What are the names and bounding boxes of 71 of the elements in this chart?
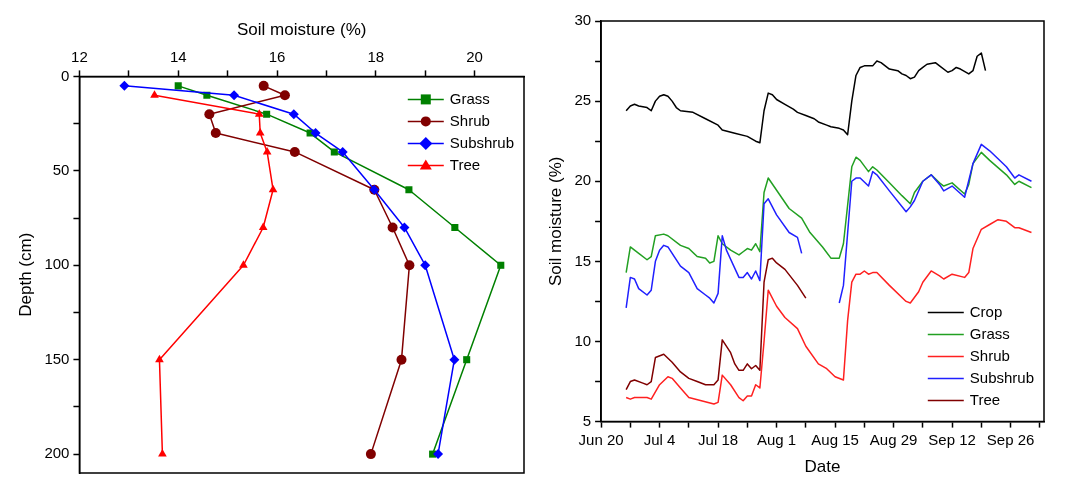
point: [210, 128, 221, 139]
legend-label: Shrub: [969, 346, 1010, 364]
point: [258, 80, 269, 91]
x-tick-label: Aug 1: [756, 430, 797, 448]
x-tick-label: 14: [169, 47, 187, 65]
y-tick-label: 150: [44, 349, 70, 367]
point: [337, 146, 348, 157]
point: [405, 186, 413, 194]
legend-label: Grass: [449, 89, 490, 107]
legend-label: Subshrub: [969, 368, 1035, 386]
y-tick-label: 100: [44, 255, 70, 273]
y-tick-label: 25: [574, 91, 592, 109]
point: [365, 449, 376, 460]
y-tick-label: 5: [582, 411, 592, 429]
y-tick-label: 10: [574, 331, 592, 349]
x-tick-label: 18: [367, 47, 385, 65]
x-tick-label: 16: [268, 47, 286, 65]
legend-label: Crop: [969, 302, 1003, 320]
point: [396, 354, 407, 365]
point: [420, 260, 431, 271]
point: [451, 223, 459, 232]
point: [150, 90, 159, 98]
x-tick-label: Aug 29: [869, 430, 918, 448]
y-tick-label: 200: [44, 444, 70, 462]
legend-label: Grass: [969, 324, 1010, 342]
point: [268, 184, 278, 193]
x-tick-label: Aug 15: [811, 430, 859, 448]
point: [262, 146, 272, 155]
x-axis-title: Date: [804, 457, 841, 477]
point: [279, 90, 290, 101]
point: [263, 110, 271, 118]
point: [330, 148, 338, 156]
point: [310, 128, 321, 139]
y-tick-label: 20: [574, 171, 592, 189]
point: [258, 222, 268, 230]
y-tick-label: 30: [574, 11, 592, 29]
point: [158, 449, 167, 457]
point: [289, 146, 300, 157]
point: [404, 260, 415, 271]
y-tick-label: 15: [574, 251, 592, 269]
x-tick-label: Jul 4: [643, 430, 676, 448]
point: [239, 260, 248, 268]
point: [229, 90, 240, 101]
x-tick-label: Sep 12: [928, 430, 976, 448]
point: [433, 449, 444, 460]
x-tick-label: Sep 26: [986, 430, 1035, 448]
y-axis-title: Soil moisture (%): [545, 156, 565, 287]
point: [399, 222, 410, 233]
y-tick-label: 0: [61, 66, 70, 84]
x-tick-label: Jun 20: [578, 430, 624, 448]
point: [497, 261, 505, 269]
point: [288, 109, 299, 120]
point: [254, 109, 264, 117]
legend-label: Tree: [449, 155, 481, 173]
x-tick-label: 20: [466, 47, 483, 65]
x-axis-title: Soil moisture (%): [237, 19, 367, 39]
point: [174, 82, 182, 90]
legend-label: Tree: [969, 390, 1001, 408]
point: [387, 222, 398, 233]
y-axis-title: Depth (cm): [15, 232, 35, 317]
y-tick-label: 50: [52, 160, 70, 178]
point: [255, 128, 265, 136]
point: [119, 80, 130, 91]
point: [463, 356, 471, 364]
point: [155, 354, 164, 363]
point: [204, 109, 215, 120]
legend-label: Shrub: [449, 111, 490, 129]
x-tick-label: 12: [71, 47, 88, 65]
point: [449, 354, 460, 365]
x-tick-label: Jul 18: [698, 430, 739, 448]
legend-label: Subshrub: [449, 133, 515, 151]
